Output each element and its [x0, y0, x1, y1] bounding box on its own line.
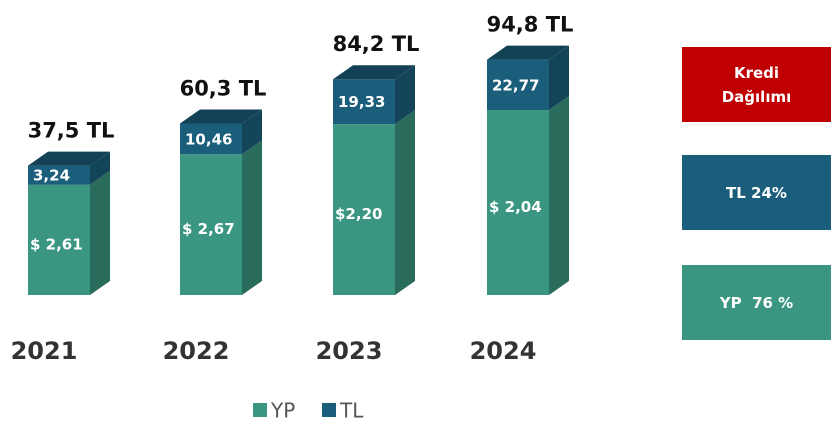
legend-box: Kredi Dağılımı: [682, 47, 831, 122]
yp-segment: [180, 154, 242, 295]
total-label: 84,2 TL: [333, 32, 420, 56]
tl-segment-top: [487, 45, 569, 60]
tl-segment-side: [549, 45, 569, 111]
yp-value-label: $ 2,04: [489, 198, 542, 216]
legend-swatch: [322, 403, 336, 417]
legend-label: YP: [270, 399, 295, 423]
legend-label: TL: [339, 399, 364, 423]
tl-segment: [28, 165, 90, 185]
tl-segment-side: [90, 151, 110, 185]
yp-value-label: $ 2,61: [30, 235, 83, 253]
tl-segment-top: [333, 65, 415, 80]
tl-segment-side: [395, 65, 415, 125]
yp-segment: [487, 110, 549, 295]
yp-segment-side: [242, 140, 262, 295]
legend-box: TL 24%: [682, 155, 831, 230]
tl-value-label: 22,77: [492, 76, 539, 94]
x-tick-label: 2021: [11, 337, 78, 365]
tl-segment-top: [28, 151, 110, 166]
legend-box: YP 76 %: [682, 265, 831, 340]
x-tick-label: 2023: [316, 337, 383, 365]
tl-segment: [180, 123, 242, 155]
yp-segment: [28, 184, 90, 295]
tl-value-label: 10,46: [185, 130, 232, 148]
x-tick-label: 2024: [470, 337, 537, 365]
total-label: 94,8 TL: [487, 13, 574, 37]
tl-segment: [487, 59, 549, 111]
tl-value-label: 19,33: [338, 93, 385, 111]
total-label: 60,3 TL: [180, 76, 267, 100]
tl-segment-top: [180, 109, 262, 124]
legend-swatch: [253, 403, 267, 417]
yp-value-label: $ 2,67: [182, 220, 235, 238]
tl-value-label: 3,24: [33, 167, 70, 185]
yp-value-label: $2,20: [335, 205, 382, 223]
yp-segment-side: [395, 110, 415, 296]
yp-segment-side: [549, 96, 569, 295]
total-label: 37,5 TL: [28, 119, 115, 143]
x-tick-label: 2022: [163, 337, 230, 365]
tl-segment: [333, 79, 395, 125]
yp-segment: [333, 124, 395, 296]
yp-segment-side: [90, 170, 110, 295]
tl-segment-side: [242, 109, 262, 155]
